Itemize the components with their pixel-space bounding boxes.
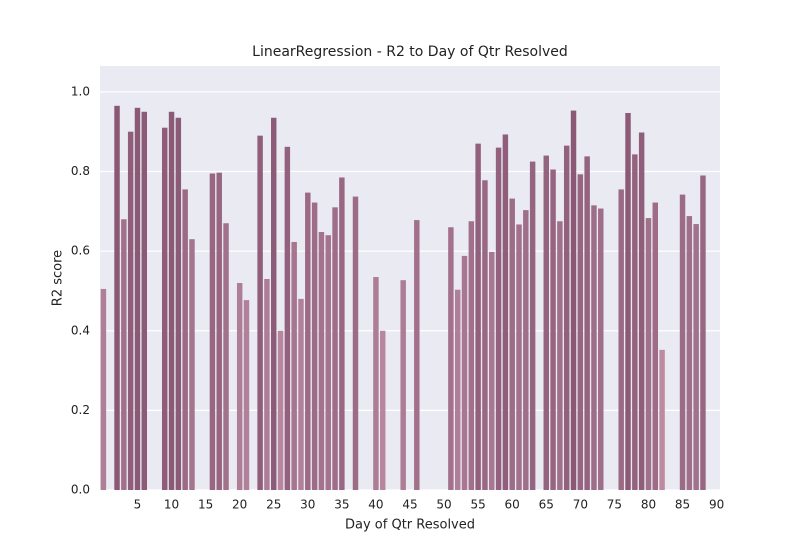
y-tick-label: 0.2 — [71, 403, 90, 417]
bar — [659, 349, 665, 490]
bar — [598, 208, 604, 490]
bar — [114, 105, 120, 491]
bar — [257, 135, 263, 490]
bar — [468, 221, 475, 490]
bar — [461, 255, 468, 490]
bar — [543, 155, 549, 491]
x-tick-label: 75 — [607, 498, 622, 512]
x-tick-label: 90 — [709, 498, 724, 512]
bar — [216, 172, 222, 490]
bar — [400, 280, 406, 490]
bar — [516, 224, 522, 490]
bar — [482, 180, 488, 490]
bar — [127, 131, 134, 491]
x-tick-label: 10 — [164, 498, 179, 512]
bar — [570, 110, 577, 491]
y-tick-label: 0.4 — [71, 323, 90, 337]
bar — [563, 145, 570, 490]
bar — [209, 173, 216, 490]
bar — [236, 282, 243, 490]
x-tick-label: 35 — [334, 498, 349, 512]
bar — [100, 288, 107, 490]
x-tick-label: 60 — [505, 498, 520, 512]
bar — [291, 241, 297, 490]
bar — [509, 198, 515, 490]
x-tick-label: 20 — [232, 498, 247, 512]
plot-area — [100, 66, 720, 490]
bar — [189, 239, 195, 490]
y-tick-label: 0.0 — [71, 483, 90, 497]
y-tick-label: 1.0 — [71, 84, 90, 98]
bar — [577, 174, 584, 491]
bar — [175, 117, 182, 491]
x-tick-label: 55 — [470, 498, 485, 512]
bar — [693, 224, 699, 491]
x-tick-label: 70 — [573, 498, 588, 512]
bar — [305, 192, 311, 490]
x-axis-label: Day of Qtr Resolved — [345, 518, 475, 533]
bar — [475, 143, 481, 491]
bar — [495, 147, 502, 490]
bar — [523, 210, 529, 491]
bar — [277, 330, 284, 490]
bar — [454, 289, 461, 490]
bar — [311, 202, 318, 491]
bar — [645, 218, 652, 490]
bar — [679, 194, 686, 490]
bar — [162, 127, 168, 490]
bar — [141, 111, 148, 491]
bar — [271, 117, 277, 491]
x-tick-label: 15 — [198, 498, 213, 512]
bar — [325, 235, 331, 490]
bar — [223, 223, 229, 490]
x-tick-label: 80 — [641, 498, 656, 512]
bar — [686, 216, 693, 490]
chart-title: LinearRegression - R2 to Day of Qtr Reso… — [252, 44, 568, 60]
x-tick-label: 65 — [539, 498, 554, 512]
bar — [318, 232, 325, 490]
bar — [168, 111, 175, 491]
bar — [557, 221, 563, 490]
bar — [618, 189, 624, 490]
x-tick-label: 85 — [675, 498, 690, 512]
x-tick-label: 25 — [266, 498, 281, 512]
y-axis-label: R2 score — [51, 250, 66, 306]
bar — [414, 220, 420, 490]
bar — [550, 169, 556, 491]
x-tick-label: 30 — [300, 498, 315, 512]
bar — [448, 227, 454, 490]
bar — [380, 330, 386, 490]
x-tick-label: 5 — [134, 498, 142, 512]
y-tick-label: 0.8 — [71, 164, 90, 178]
bar — [298, 298, 304, 490]
bar — [632, 154, 638, 490]
x-tick-label: 50 — [436, 498, 451, 512]
bar — [182, 189, 188, 490]
bar — [652, 202, 658, 491]
bar — [591, 205, 597, 491]
bar — [121, 219, 127, 491]
bar — [584, 156, 590, 490]
bar — [489, 251, 495, 490]
bar — [284, 146, 291, 490]
bar — [134, 107, 141, 490]
bar — [502, 134, 509, 490]
bar — [264, 278, 270, 490]
bar — [243, 300, 250, 490]
x-tick-label: 45 — [402, 498, 417, 512]
bar — [332, 207, 338, 491]
bar — [638, 132, 645, 490]
y-tick-label: 0.6 — [71, 244, 90, 258]
x-tick-label: 40 — [368, 498, 383, 512]
bar — [339, 177, 345, 490]
bar — [529, 161, 536, 490]
bar — [700, 175, 706, 490]
bar — [352, 196, 359, 490]
bar — [625, 112, 631, 491]
bar — [373, 277, 379, 490]
